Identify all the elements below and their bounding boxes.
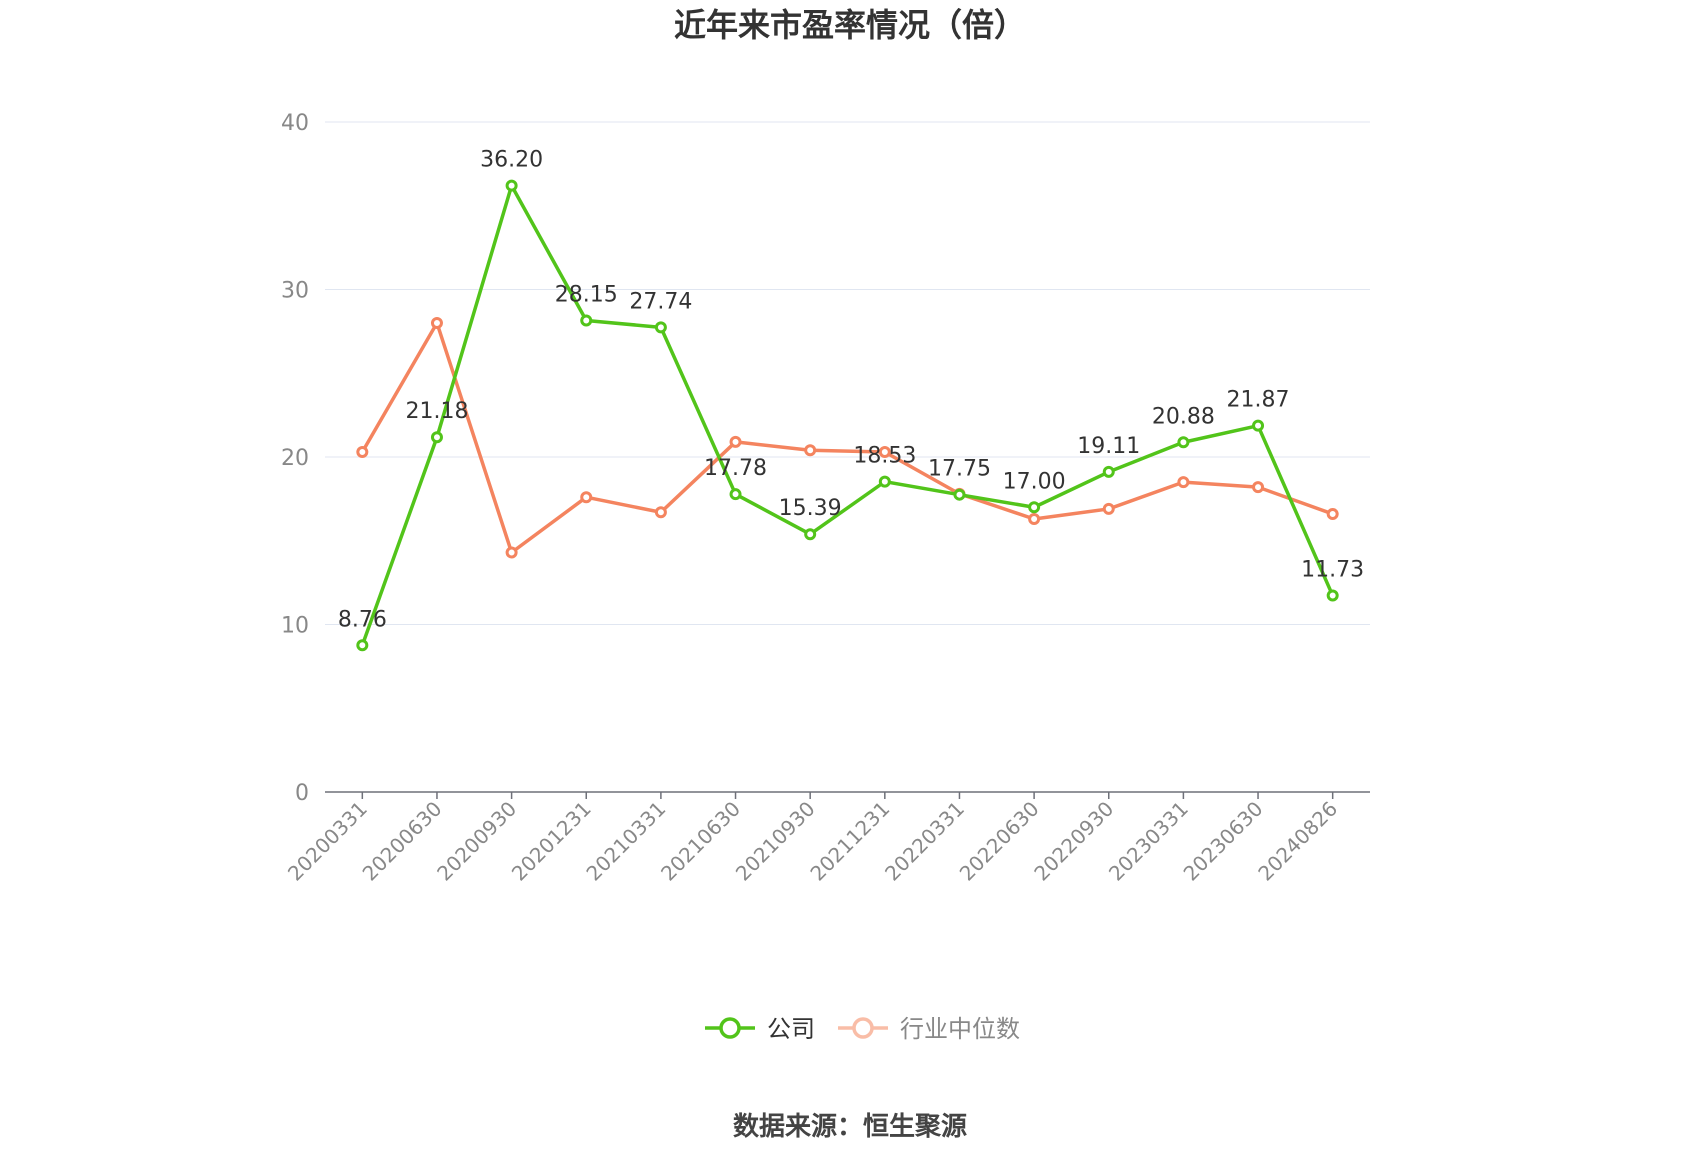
x-tick-label: 20220930 <box>1029 797 1118 886</box>
data-point <box>1252 481 1265 494</box>
x-tick-label: 20210331 <box>581 797 670 886</box>
data-point <box>580 491 593 504</box>
data-point <box>430 431 443 444</box>
x-tick-label: 20210630 <box>656 797 745 886</box>
data-point <box>1102 502 1115 515</box>
x-tick-label: 20210930 <box>731 797 820 886</box>
x-tick-label: 20220630 <box>955 797 1044 886</box>
data-point <box>1028 512 1041 525</box>
data-point <box>356 639 369 652</box>
x-tick-label: 20240826 <box>1253 797 1342 886</box>
data-label: 21.18 <box>405 399 468 424</box>
legend-item[interactable]: 行业中位数 <box>838 1015 1020 1043</box>
legend-marker <box>719 1017 741 1039</box>
data-point <box>654 506 667 519</box>
legend-item[interactable]: 公司 <box>705 1015 815 1043</box>
x-tick-label: 20200331 <box>283 797 372 886</box>
data-label: 20.88 <box>1152 404 1215 429</box>
data-label: 18.53 <box>853 444 916 469</box>
data-label: 27.74 <box>629 289 692 314</box>
data-labels: 8.76 21.18 36.20 28.15 27.74 17.78 15.39 18.53 1… <box>338 148 1364 633</box>
data-point <box>430 317 443 329</box>
data-point <box>729 488 742 501</box>
data-label: 28.15 <box>555 282 618 307</box>
data-label: 17.75 <box>928 457 991 482</box>
x-tick-label: 20230630 <box>1179 797 1268 886</box>
data-point <box>804 528 817 541</box>
x-tick-label: 20220331 <box>880 797 969 886</box>
data-point <box>580 314 593 327</box>
y-tick-label: 0 <box>295 781 309 806</box>
y-tick-label: 10 <box>281 614 309 639</box>
data-point <box>505 546 518 559</box>
source-note: 数据来源：恒生聚源 <box>733 1112 967 1142</box>
legend-label: 行业中位数 <box>900 1015 1020 1043</box>
data-point <box>1102 465 1115 478</box>
data-point <box>953 488 966 501</box>
legend-marker <box>852 1017 874 1039</box>
series-line-0 <box>360 183 1335 646</box>
series-line-1 <box>360 321 1334 555</box>
data-point <box>1326 589 1339 602</box>
chart-title: 近年来市盈率情况（倍） <box>674 6 1026 44</box>
data-label: 15.39 <box>779 496 842 521</box>
y-tick-label: 40 <box>281 111 309 136</box>
data-label: 17.00 <box>1003 469 1066 494</box>
series <box>356 179 1339 652</box>
y-tick-label: 30 <box>281 279 309 304</box>
y-tick-label: 20 <box>281 446 309 471</box>
data-label: 17.78 <box>704 456 767 481</box>
data-point <box>1177 436 1190 449</box>
data-label: 8.76 <box>338 607 387 632</box>
data-point <box>729 435 742 448</box>
data-label: 19.11 <box>1077 434 1140 459</box>
data-point <box>1252 419 1265 432</box>
data-point <box>1326 507 1339 520</box>
data-label: 21.87 <box>1227 388 1290 413</box>
data-point <box>1177 476 1190 489</box>
data-point <box>878 445 891 458</box>
grid <box>325 121 1370 625</box>
x-tick-label: 20200930 <box>432 797 521 886</box>
data-point <box>1028 501 1041 514</box>
data-label: 36.20 <box>480 148 543 173</box>
data-point <box>356 445 369 458</box>
legend[interactable]: 公司 行业中位数 <box>705 1015 1020 1043</box>
data-label: 11.73 <box>1301 558 1364 583</box>
data-point <box>878 475 891 488</box>
data-point <box>804 444 817 457</box>
data-point <box>654 321 667 334</box>
legend-label: 公司 <box>767 1015 815 1043</box>
x-tick-label: 20230331 <box>1104 797 1193 886</box>
x-tick-label: 20201231 <box>507 797 596 886</box>
data-point <box>505 179 518 192</box>
x-tick-label: 20200630 <box>358 797 447 886</box>
x-tick-label: 20211231 <box>805 797 894 886</box>
